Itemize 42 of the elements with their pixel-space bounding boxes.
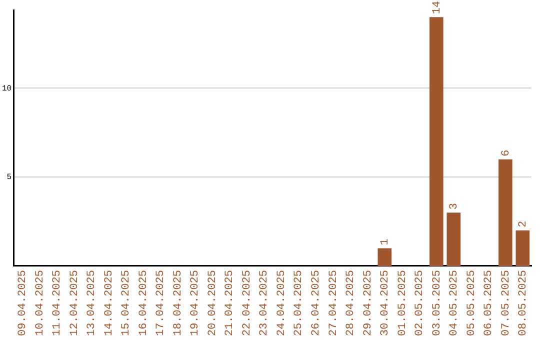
- x-tick-label: 26.04.2025: [310, 270, 322, 336]
- bar: [429, 17, 444, 266]
- bar: [378, 248, 392, 266]
- x-tick-label: 27.04.2025: [328, 270, 340, 336]
- x-tick-label: 14.04.2025: [103, 270, 116, 336]
- bar: [446, 212, 461, 266]
- x-tick-label: 16.04.2025: [138, 270, 150, 336]
- x-tick-label: 19.04.2025: [190, 270, 202, 336]
- x-tick-label: 11.04.2025: [52, 270, 64, 336]
- x-tick-label: 15.04.2025: [120, 270, 133, 336]
- y-tick-label: 10: [2, 84, 12, 94]
- bar: [516, 230, 530, 266]
- data-label: 2: [518, 220, 530, 228]
- data-label: 1: [380, 238, 392, 246]
- x-tick-label: 12.04.2025: [68, 270, 81, 336]
- x-tick-label: 03.05.2025: [431, 270, 444, 336]
- data-label: 14: [431, 0, 444, 14]
- x-tick-label: 07.05.2025: [500, 270, 512, 336]
- x-tick-label: 20.04.2025: [206, 270, 219, 336]
- x-tick-label: 05.05.2025: [466, 270, 478, 336]
- x-tick-label: 13.04.2025: [86, 270, 98, 336]
- x-tick-label: 28.04.2025: [345, 270, 358, 336]
- x-tick-label: 29.04.2025: [362, 270, 374, 336]
- x-tick-label: 09.04.2025: [17, 270, 30, 336]
- x-tick-label: 30.04.2025: [380, 270, 392, 336]
- x-tick-label: 18.04.2025: [172, 270, 184, 336]
- data-label: 3: [448, 203, 461, 210]
- x-tick-label: 24.04.2025: [276, 270, 288, 336]
- x-tick-label: 06.05.2025: [483, 270, 496, 336]
- x-tick-label: 23.04.2025: [258, 270, 271, 336]
- x-tick-label: 10.04.2025: [34, 270, 46, 336]
- x-tick-label: 02.05.2025: [414, 270, 426, 336]
- x-tick-label: 22.04.2025: [241, 270, 254, 336]
- x-tick-label: 04.05.2025: [448, 270, 461, 336]
- x-tick-label: 01.05.2025: [396, 270, 409, 336]
- data-label: 6: [500, 150, 512, 156]
- bar: [498, 159, 512, 266]
- y-tick-label: 5: [6, 173, 12, 182]
- x-tick-label: 25.04.2025: [293, 270, 306, 336]
- x-tick-label: 21.04.2025: [224, 270, 236, 336]
- x-tick-label: 08.05.2025: [518, 270, 530, 336]
- x-tick-label: 17.04.2025: [155, 270, 168, 336]
